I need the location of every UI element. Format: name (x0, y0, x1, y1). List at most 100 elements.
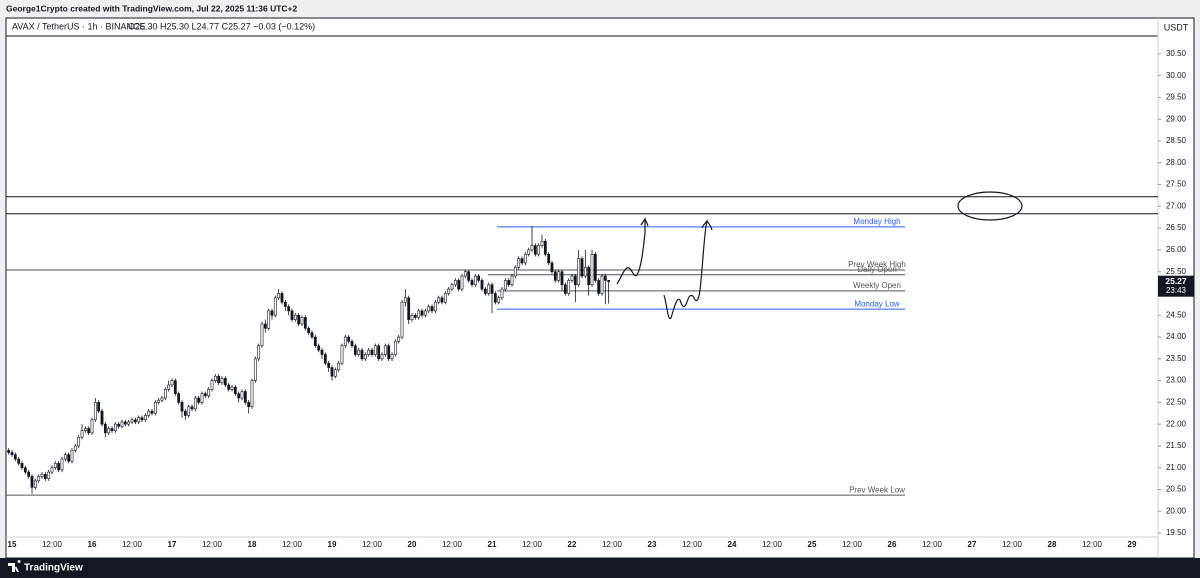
candle-body (320, 349, 324, 355)
candle-body (563, 284, 567, 294)
candle-body (177, 393, 181, 403)
candle-body (233, 386, 237, 394)
candle-body (23, 467, 27, 473)
candle-body (323, 354, 327, 364)
candle-body (480, 280, 484, 290)
candle-body (223, 378, 227, 386)
candle-body (540, 240, 544, 246)
candle-body (213, 375, 217, 381)
candle-body (220, 378, 224, 384)
candle-body (460, 275, 464, 290)
x-tick-label: 16 (88, 540, 97, 549)
projection-arrow-2 (663, 219, 713, 320)
candle-body (393, 341, 397, 355)
candle-body (447, 288, 451, 294)
footer-bar (0, 558, 1200, 578)
candle-body (467, 271, 471, 281)
candle-body (80, 430, 84, 438)
candle-body (423, 310, 427, 316)
candle-body (427, 306, 431, 312)
y-tick-label: 25.50 (1166, 267, 1187, 276)
footer-logo (8, 560, 21, 572)
candle-body (293, 314, 297, 320)
candle-body (500, 288, 504, 299)
candle-body (157, 399, 161, 403)
candle-body (40, 473, 44, 477)
y-tick-label: 29.50 (1166, 93, 1187, 102)
x-tick-label: 12:00 (682, 540, 703, 549)
x-tick-label: 12:00 (762, 540, 783, 549)
candle-body (203, 393, 207, 397)
level-label: Daily Open (857, 265, 897, 274)
candle-body (370, 349, 374, 355)
candle-body (397, 336, 401, 342)
candle-body (77, 436, 81, 447)
y-tick-label: 24.50 (1166, 310, 1187, 319)
target-circle (957, 191, 1023, 221)
y-tick-label: 19.50 (1166, 528, 1187, 537)
candle-body (283, 301, 287, 307)
candle-body (463, 271, 467, 277)
candle-body (210, 380, 214, 390)
candle-body (407, 297, 411, 320)
last-price-label: 25.27 (1165, 276, 1187, 286)
candle-body (387, 345, 391, 360)
candle-body (50, 467, 54, 473)
projection-arrow-1 (616, 217, 649, 285)
candle-body (277, 293, 281, 299)
candle-body (230, 386, 234, 390)
x-tick-label: 12:00 (442, 540, 463, 549)
candle-body (380, 354, 384, 360)
x-tick-label: 12:00 (202, 540, 223, 549)
y-tick-label: 27.00 (1166, 201, 1187, 210)
y-tick-label: 27.50 (1166, 180, 1187, 189)
candle-body (267, 310, 271, 329)
candle-body (403, 297, 407, 303)
x-tick-label: 25 (808, 540, 817, 549)
x-tick-label: 17 (168, 540, 177, 549)
candle-body (103, 423, 107, 434)
candle-body (580, 258, 584, 277)
candle-body (400, 301, 404, 338)
candle-body (343, 336, 347, 347)
candle-body (410, 314, 414, 320)
level-label: Monday High (853, 217, 900, 226)
y-tick-label: 26.50 (1166, 223, 1187, 232)
candle-body (243, 391, 247, 403)
candle-body (137, 417, 141, 423)
candle-body (97, 402, 101, 412)
candle-body (127, 421, 131, 425)
candle-body (117, 423, 121, 427)
candle-body (583, 267, 587, 277)
x-tick-label: 22 (568, 540, 577, 549)
candle-body (63, 454, 67, 460)
candle-body (383, 345, 387, 355)
candle-body (297, 314, 301, 325)
candle-body (207, 389, 211, 397)
candle-body (253, 358, 257, 381)
candle-body (303, 317, 307, 329)
candle-body (190, 406, 194, 410)
candle-body (260, 323, 264, 347)
candle-body (317, 345, 321, 351)
candle-body (337, 362, 341, 371)
candle-body (13, 454, 17, 460)
candle-body (593, 253, 597, 281)
candle-body (83, 428, 87, 432)
candle-body (290, 310, 294, 320)
candle-body (217, 375, 221, 384)
candle-body (70, 450, 74, 462)
x-tick-label: 12:00 (1082, 540, 1103, 549)
candle-body (603, 275, 607, 281)
candle-body (263, 323, 267, 329)
candle-body (430, 306, 434, 312)
candle-body (197, 397, 201, 403)
ohlc-header: O25.30 H25.30 L24.77 C25.27 −0.03 (−0.12… (128, 21, 315, 31)
candle-body (573, 275, 577, 286)
candle-body (73, 445, 77, 451)
y-tick-label: 21.00 (1166, 463, 1187, 472)
candle-body (497, 297, 501, 303)
candle-body (130, 419, 134, 423)
y-tick-label: 23.00 (1166, 376, 1187, 385)
y-tick-label: 23.50 (1166, 354, 1187, 363)
